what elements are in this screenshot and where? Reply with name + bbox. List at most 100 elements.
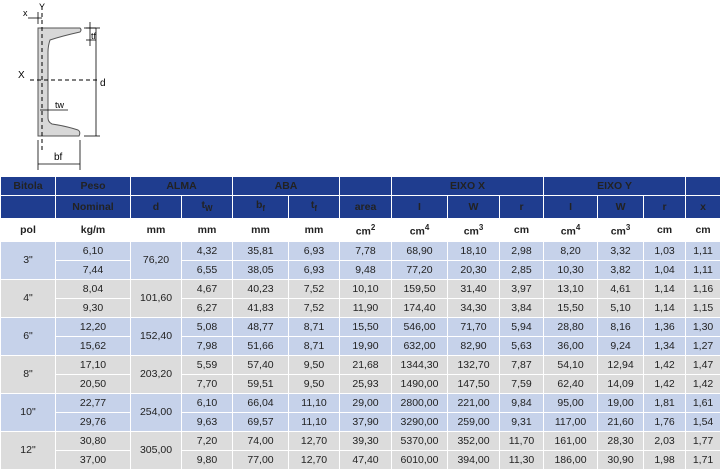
unit-tf: mm — [289, 219, 340, 242]
cell-rx: 9,84 — [500, 393, 544, 412]
cell-ix: 632,00 — [392, 336, 448, 355]
cell-tw: 6,55 — [182, 260, 233, 279]
cell-area: 39,30 — [340, 431, 392, 450]
cell-rx: 7,59 — [500, 374, 544, 393]
cell-bf: 51,66 — [233, 336, 289, 355]
cell-bitola: 12" — [1, 431, 56, 469]
header-tw: tW — [182, 196, 233, 219]
cell-bf: 40,23 — [233, 279, 289, 298]
cell-iy: 28,80 — [544, 317, 598, 336]
cell-x: 1,16 — [686, 279, 720, 298]
cell-wy: 4,61 — [598, 279, 644, 298]
cell-ix: 6010,00 — [392, 450, 448, 469]
header-blank-3 — [1, 196, 56, 219]
cell-tw: 6,10 — [182, 393, 233, 412]
cell-wy: 30,90 — [598, 450, 644, 469]
cell-iy: 161,00 — [544, 431, 598, 450]
cell-area: 19,90 — [340, 336, 392, 355]
cell-ry: 1,98 — [644, 450, 686, 469]
unit-wx: cm3 — [448, 219, 500, 242]
cell-peso: 7,44 — [56, 260, 131, 279]
header-peso: Peso — [56, 177, 131, 196]
cell-x: 1,11 — [686, 260, 720, 279]
unit-x: cm — [686, 219, 720, 242]
cell-rx: 5,63 — [500, 336, 544, 355]
cell-area: 25,93 — [340, 374, 392, 393]
label-d: d — [100, 78, 106, 89]
unit-pol: pol — [1, 219, 56, 242]
cell-area: 11,90 — [340, 298, 392, 317]
unit-iy: cm4 — [544, 219, 598, 242]
cell-ix: 159,50 — [392, 279, 448, 298]
header-wx: W — [448, 196, 500, 219]
cell-x: 1,15 — [686, 298, 720, 317]
cell-area: 9,48 — [340, 260, 392, 279]
unit-ry: cm — [644, 219, 686, 242]
cell-area: 15,50 — [340, 317, 392, 336]
header-aba: ABA — [233, 177, 340, 196]
cell-tw: 7,70 — [182, 374, 233, 393]
cell-tf: 7,52 — [289, 279, 340, 298]
cell-wx: 394,00 — [448, 450, 500, 469]
cell-peso: 22,77 — [56, 393, 131, 412]
cell-wx: 71,70 — [448, 317, 500, 336]
cell-tw: 5,08 — [182, 317, 233, 336]
label-tw: tw — [55, 100, 65, 110]
cell-ry: 1,42 — [644, 374, 686, 393]
cell-ry: 1,03 — [644, 241, 686, 260]
cell-wx: 20,30 — [448, 260, 500, 279]
cell-wy: 21,60 — [598, 412, 644, 431]
header-nominal: Nominal — [56, 196, 131, 219]
cell-wx: 132,70 — [448, 355, 500, 374]
cell-peso: 15,62 — [56, 336, 131, 355]
label-y-top: Y — [39, 2, 45, 12]
cell-ix: 77,20 — [392, 260, 448, 279]
cell-tf: 12,70 — [289, 450, 340, 469]
cell-d: 101,60 — [131, 279, 182, 317]
cell-x: 1,71 — [686, 450, 720, 469]
cell-x: 1,47 — [686, 355, 720, 374]
label-bf: bf — [54, 152, 63, 163]
cell-peso: 8,04 — [56, 279, 131, 298]
header-rx: r — [500, 196, 544, 219]
cell-bitola: 6" — [1, 317, 56, 355]
cell-wx: 147,50 — [448, 374, 500, 393]
cell-rx: 3,97 — [500, 279, 544, 298]
cell-rx: 5,94 — [500, 317, 544, 336]
header-eixo-y: EIXO Y — [544, 177, 686, 196]
header-x: x — [686, 196, 720, 219]
cell-iy: 95,00 — [544, 393, 598, 412]
cell-wy: 12,94 — [598, 355, 644, 374]
cell-ix: 3290,00 — [392, 412, 448, 431]
cell-wy: 3,32 — [598, 241, 644, 260]
cell-d: 305,00 — [131, 431, 182, 469]
cell-rx: 11,30 — [500, 450, 544, 469]
cell-d: 152,40 — [131, 317, 182, 355]
cell-ry: 1,42 — [644, 355, 686, 374]
cell-iy: 117,00 — [544, 412, 598, 431]
cell-tw: 9,80 — [182, 450, 233, 469]
header-row-2: Nominal d tW bf tf area I W r I W r x — [1, 196, 720, 219]
cell-peso: 20,50 — [56, 374, 131, 393]
cell-bitola: 8" — [1, 355, 56, 393]
cell-area: 29,00 — [340, 393, 392, 412]
cell-ry: 1,34 — [644, 336, 686, 355]
cell-area: 7,78 — [340, 241, 392, 260]
header-d: d — [131, 196, 182, 219]
cell-ix: 68,90 — [392, 241, 448, 260]
cell-x: 1,42 — [686, 374, 720, 393]
cell-tw: 5,59 — [182, 355, 233, 374]
cell-ry: 1,14 — [644, 279, 686, 298]
cell-area: 21,68 — [340, 355, 392, 374]
cell-tf: 7,52 — [289, 298, 340, 317]
cell-tf: 8,71 — [289, 336, 340, 355]
cell-ix: 546,00 — [392, 317, 448, 336]
cell-rx: 9,31 — [500, 412, 544, 431]
unit-rx: cm — [500, 219, 544, 242]
